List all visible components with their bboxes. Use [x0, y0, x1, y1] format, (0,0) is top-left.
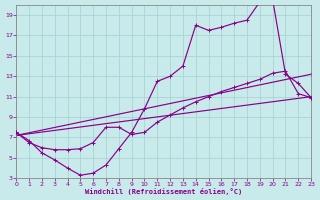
- X-axis label: Windchill (Refroidissement éolien,°C): Windchill (Refroidissement éolien,°C): [85, 188, 242, 195]
